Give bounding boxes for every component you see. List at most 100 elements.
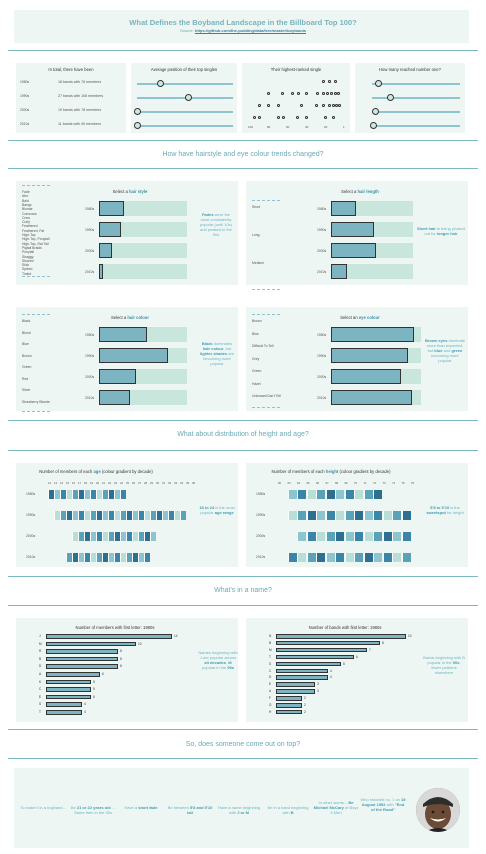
footer-fact: Be between 5'8 and 5'10 tall — [167, 805, 213, 816]
single-dot — [322, 92, 326, 95]
avg-slider-knob[interactable] — [184, 94, 192, 101]
eye-colour-option[interactable]: Blue — [252, 331, 259, 336]
hair-colour-option[interactable]: Strawberry Blonde — [22, 399, 50, 404]
source-link[interactable]: https://github.com/the-pudding/data/tree… — [194, 28, 307, 33]
hair-style-option[interactable]: Ponytail — [22, 250, 35, 255]
hair-colour-option[interactable]: Blond — [22, 330, 31, 335]
number-one-knob[interactable] — [369, 122, 377, 129]
hair-colour-option[interactable]: Green — [22, 365, 32, 369]
number-one-track[interactable] — [372, 111, 460, 113]
decade-label: 2000s — [256, 534, 266, 538]
age-column-label: 22 — [108, 481, 112, 485]
hair-style-option[interactable]: Shaved — [22, 258, 34, 263]
hair-style-option[interactable]: Blonde — [22, 207, 33, 212]
band-letters-letter: S — [269, 661, 272, 666]
height-cell — [297, 490, 306, 499]
member-letters-letter: R — [39, 649, 42, 654]
single-dot — [338, 104, 342, 107]
hair-style-option[interactable]: Cornrows — [22, 211, 37, 216]
overview-total-text: 19 bands with 78 members — [58, 108, 102, 112]
age-column-label: 15 — [66, 481, 70, 485]
single-dot — [322, 104, 326, 107]
overview-total-text: 11 bands with 49 members — [58, 122, 101, 126]
eye-colour-option[interactable]: Grey — [252, 356, 260, 361]
hair-style-option[interactable]: Bangs — [22, 202, 32, 207]
hair-style-select-title[interactable]: Select a hair style — [112, 189, 148, 194]
footer-fact: Have a name beginning with J or M — [217, 805, 261, 816]
hair-length-select-title[interactable]: Select a hair length — [341, 189, 379, 194]
age-cell — [96, 490, 102, 499]
hair-colour-option[interactable]: Blue — [22, 342, 29, 346]
hair-style-option[interactable]: Tinted — [22, 271, 32, 276]
hair-length-option[interactable]: Medium — [252, 261, 265, 265]
number-one-knob[interactable] — [372, 108, 380, 115]
eye-colour-option[interactable]: Hazel — [252, 381, 261, 386]
avg-slider-knob[interactable] — [134, 108, 141, 115]
hair-style-option[interactable]: Curly — [22, 220, 30, 225]
footer-fact: Be in a band beginning with B — [267, 805, 309, 816]
member-letters-letter: K — [39, 679, 42, 684]
hair-colour-option[interactable]: Red — [22, 376, 29, 381]
age-column-label: 14 — [60, 481, 64, 485]
hair-length-option[interactable]: Long — [252, 233, 260, 237]
eye-colour-bar-fill — [331, 390, 412, 405]
hair-style-option[interactable]: Spiked — [22, 267, 33, 272]
eye-colour-select-title[interactable]: Select an eye colour — [340, 315, 380, 320]
age-column-label: 29 — [150, 481, 154, 485]
age-cell — [48, 490, 54, 499]
single-dot — [325, 92, 329, 95]
hair-colour-option[interactable]: Silver — [22, 388, 31, 392]
hair-length-option[interactable]: Short — [252, 205, 261, 209]
age-column-label: 13 — [54, 481, 58, 485]
avg-slider-knob[interactable] — [157, 80, 165, 87]
hair-style-option[interactable]: Crew — [22, 215, 30, 220]
hair-style-option[interactable]: Bald — [22, 198, 29, 203]
hair-style-option[interactable]: High-Top, Ponytail — [22, 237, 50, 242]
overview-total-text: 18 bands with 76 members — [58, 80, 102, 84]
height-cell — [335, 532, 344, 541]
hair-style-option[interactable]: Afro — [22, 194, 29, 199]
hair-style-option[interactable]: Pigtail Braids — [22, 245, 42, 250]
number-one-track[interactable] — [372, 97, 460, 99]
eye-colour-option[interactable]: Brown — [252, 319, 262, 323]
hair-style-option[interactable]: Fade — [22, 190, 30, 194]
member-letters-value: 5 — [93, 687, 95, 692]
age-cell — [138, 532, 144, 541]
dashed-separator — [22, 411, 50, 412]
hair-style-option[interactable]: High-Top, Rat Tail — [22, 241, 49, 246]
number-one-knob[interactable] — [387, 94, 395, 101]
hair-style-bar-track — [99, 243, 187, 258]
member-letters-bar — [46, 672, 100, 677]
number-one-knob[interactable] — [375, 80, 383, 87]
height-chart-title: Number of members of each height (colour… — [271, 469, 391, 474]
hair-style-option[interactable]: Shaggy — [22, 254, 34, 259]
age-column-label: 23 — [114, 481, 118, 485]
hair-colour-option[interactable]: Black — [22, 319, 31, 323]
number-one-track[interactable] — [372, 125, 460, 127]
height-cell — [354, 490, 363, 499]
age-column-label: 26 — [132, 481, 136, 485]
height-cell — [363, 490, 373, 499]
footer-fact: Have a short fade — [124, 805, 158, 810]
hair-style-option[interactable]: High-Top — [22, 233, 36, 237]
number-one-track[interactable] — [372, 83, 460, 85]
avg-slider-knob[interactable] — [134, 122, 141, 129]
band-letters-value: 3 — [317, 689, 319, 694]
hair-style-option[interactable]: Feathered, Fat — [22, 228, 45, 233]
eye-colour-option[interactable]: Unknown/Can't Tell — [252, 394, 281, 398]
decade-label: 1980s — [256, 492, 266, 496]
avg-slider-track[interactable] — [137, 125, 233, 127]
height-cell — [382, 532, 392, 541]
avg-slider-track[interactable] — [137, 83, 233, 85]
hair-colour-select-title[interactable]: Select a hair colour — [111, 315, 149, 320]
hair-style-option[interactable]: Slick — [22, 263, 30, 268]
eye-colour-option[interactable]: Green — [252, 369, 262, 373]
height-cell — [335, 553, 344, 562]
hair-colour-option[interactable]: Brown — [22, 353, 32, 358]
overview-highest-panel — [242, 63, 350, 133]
band-letters-letter: G — [269, 703, 272, 707]
avg-slider-track[interactable] — [137, 111, 233, 113]
age-column-label: 20 — [96, 481, 100, 485]
eye-colour-option[interactable]: Difficult To Tell — [252, 344, 274, 348]
hair-style-option[interactable]: Feathered — [22, 224, 38, 229]
